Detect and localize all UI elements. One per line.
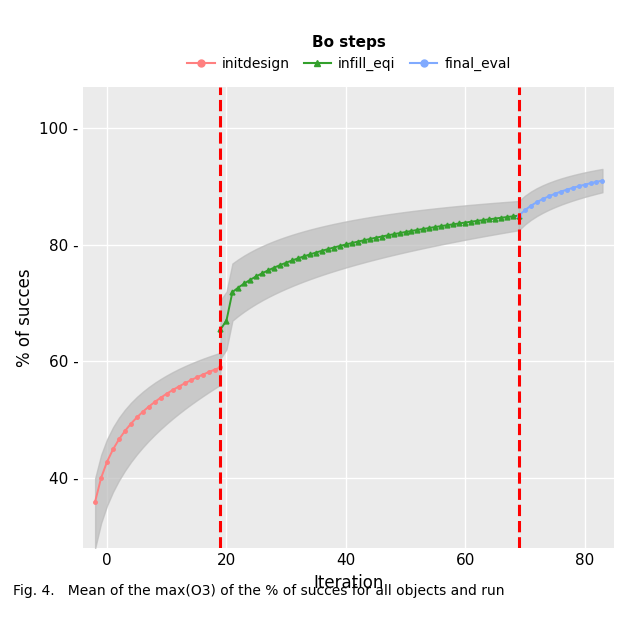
X-axis label: Iteration: Iteration [314,574,384,592]
Legend: initdesign, infill_eqi, final_eval: initdesign, infill_eqi, final_eval [187,35,511,71]
Y-axis label: % of succes: % of succes [15,269,33,367]
Text: Fig. 4.   Mean of the max(O3) of the % of succes for all objects and run: Fig. 4. Mean of the max(O3) of the % of … [13,584,504,598]
